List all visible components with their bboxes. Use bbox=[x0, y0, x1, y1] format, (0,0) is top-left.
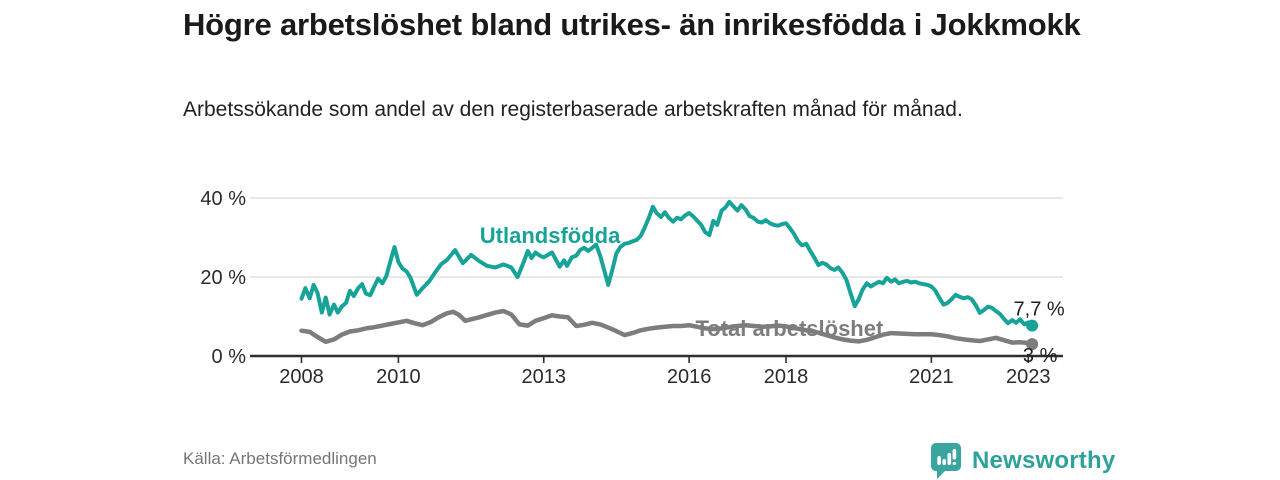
y-tick-label: 20 % bbox=[200, 267, 246, 289]
x-tick-label: 2016 bbox=[667, 366, 712, 388]
series-line-0 bbox=[299, 199, 1035, 328]
x-tick-label: 2018 bbox=[764, 366, 809, 388]
series-label-0: Utlandsfödda bbox=[480, 223, 621, 248]
series-end-value-0: 7,7 % bbox=[1014, 299, 1065, 321]
x-tick-label: 2008 bbox=[279, 366, 324, 388]
y-tick-label: 0 % bbox=[212, 346, 247, 368]
chart-subtitle: Arbetssökande som andel av den registerb… bbox=[183, 98, 963, 121]
source-credit: Källa: Arbetsförmedlingen bbox=[183, 449, 377, 468]
newsworthy-logo-text: Newsworthy bbox=[972, 446, 1116, 474]
series-end-dot-0 bbox=[1026, 319, 1039, 332]
x-tick-label: 2021 bbox=[909, 366, 954, 388]
newsworthy-logo: Newsworthy bbox=[929, 442, 1115, 479]
series-end-dot-1 bbox=[1026, 338, 1039, 351]
x-tick-label: 2013 bbox=[522, 366, 567, 388]
newsworthy-logo-icon bbox=[930, 443, 961, 479]
chart-title: Högre arbetslöshet bland utrikes- än inr… bbox=[183, 7, 1081, 42]
x-tick-label: 2023 bbox=[1006, 366, 1051, 388]
series-label-1: Total arbetslöshet bbox=[695, 316, 884, 341]
y-tick-label: 40 % bbox=[200, 188, 246, 210]
series-end-value-1: 3 % bbox=[1023, 345, 1058, 367]
x-tick-label: 2010 bbox=[376, 366, 421, 388]
series-line-1 bbox=[299, 308, 1035, 347]
